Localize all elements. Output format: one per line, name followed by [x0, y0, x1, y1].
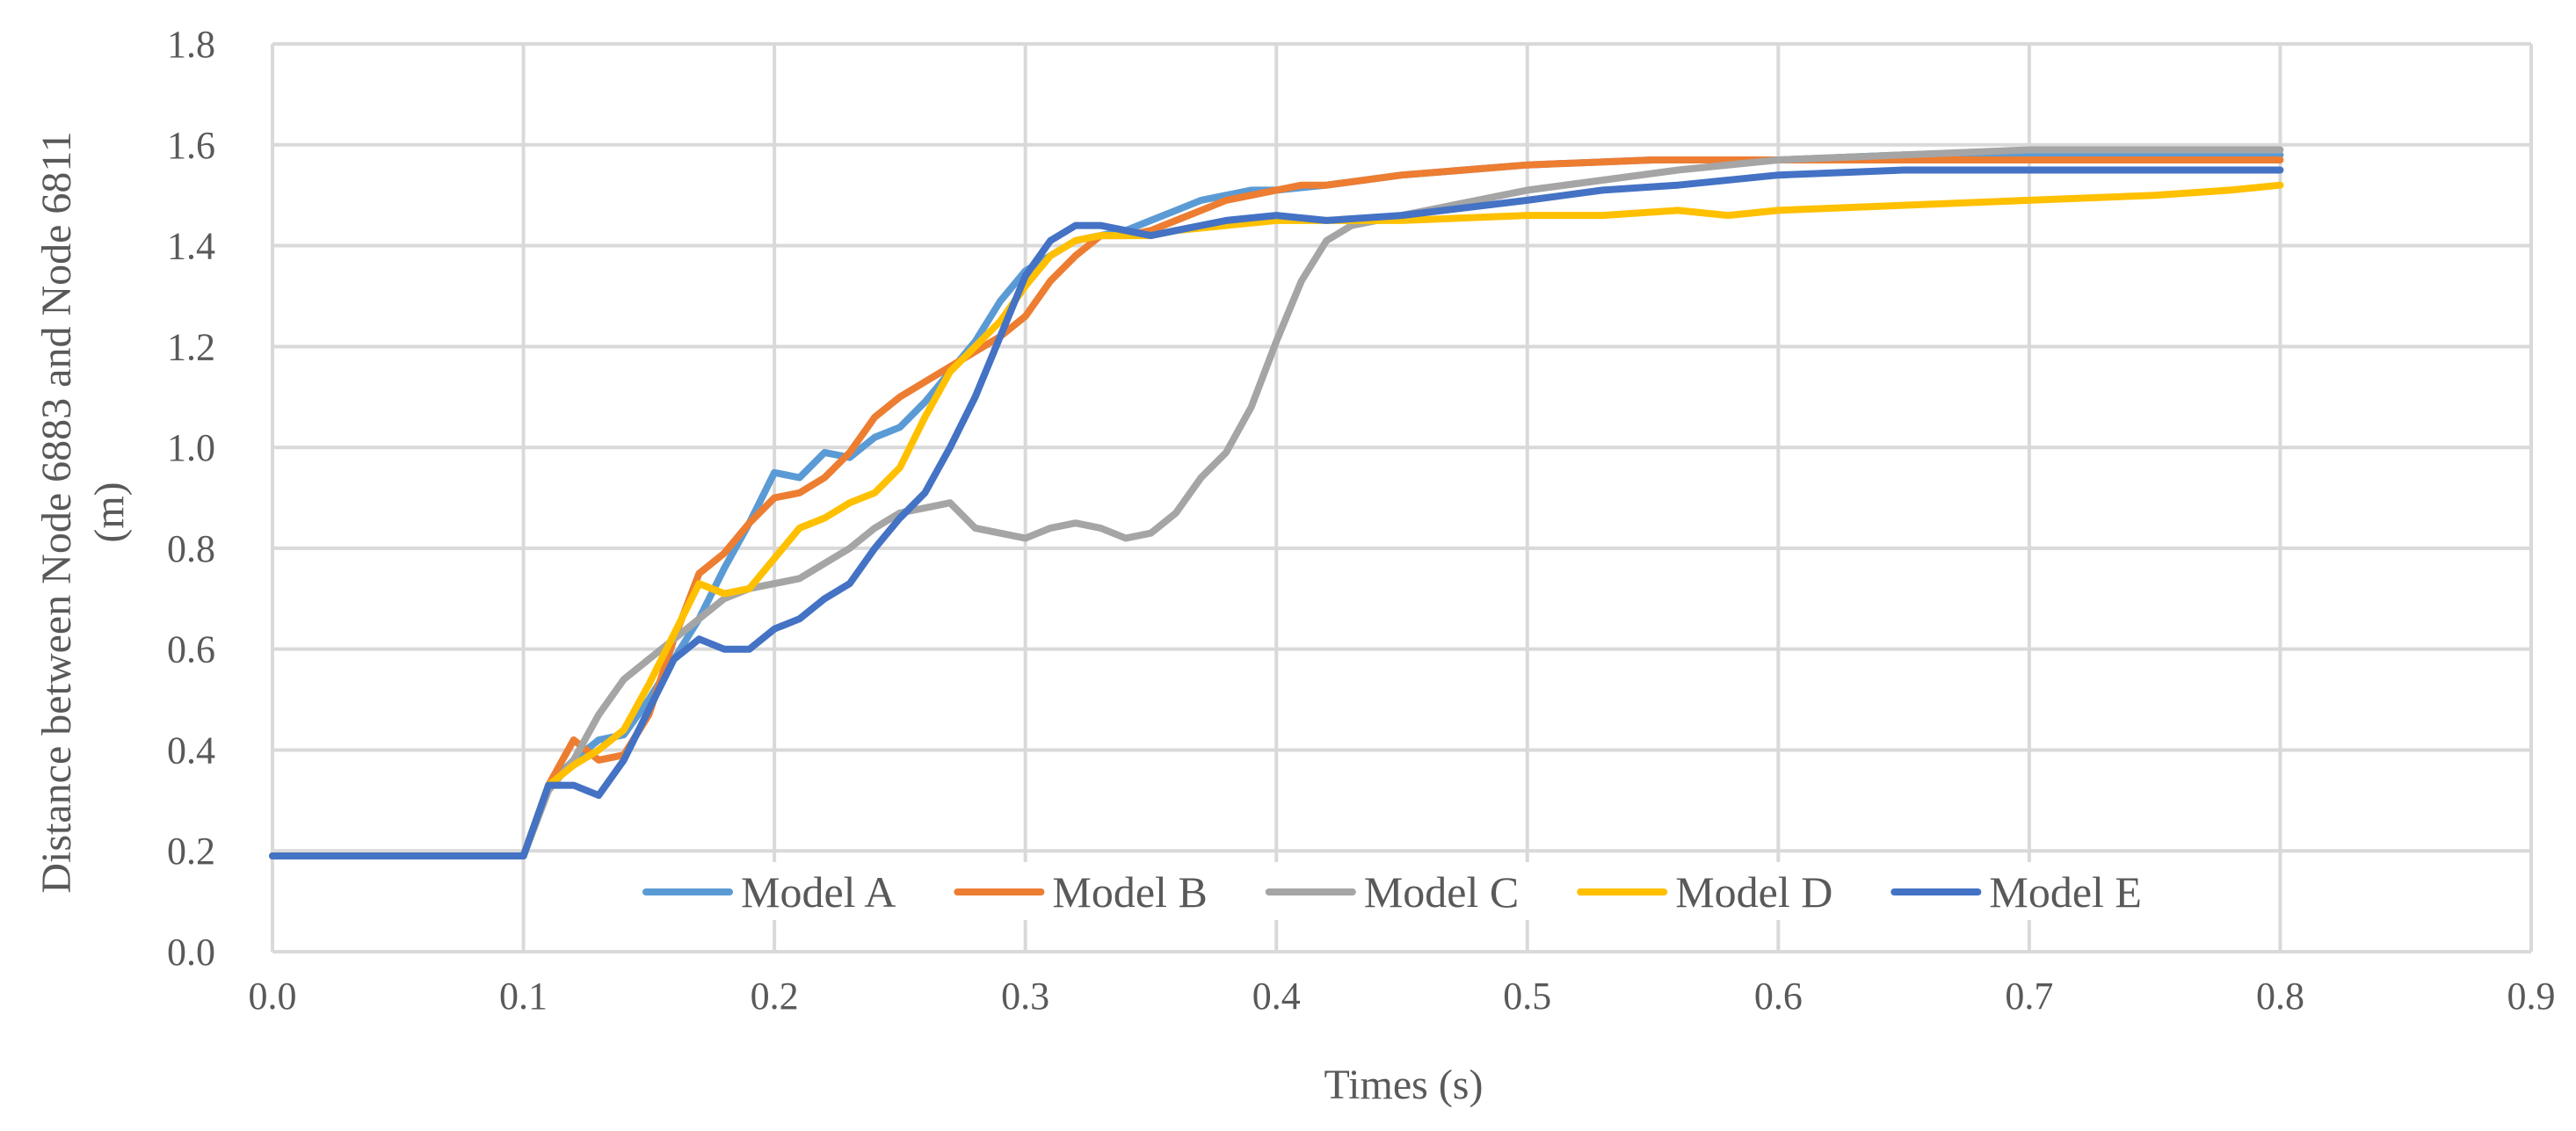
- y-axis-title-line-1: Distance between Node 6883 and Node 6811: [33, 131, 80, 893]
- legend-item-model-e: Model E: [1890, 867, 2142, 917]
- legend-label-model-a: Model A: [741, 867, 896, 917]
- series-lines: [269, 146, 2284, 859]
- x-tick-label: 0.3: [1001, 975, 1049, 1018]
- legend-item-model-a: Model A: [642, 867, 896, 917]
- y-axis-title-line-2: (m): [86, 482, 133, 542]
- x-tick-label: 0.2: [751, 975, 799, 1018]
- legend-item-model-b: Model B: [954, 867, 1208, 917]
- x-tick-label: 0.4: [1252, 975, 1301, 1018]
- y-tick-label: 1.0: [167, 426, 215, 469]
- y-tick-label: 1.4: [167, 225, 215, 268]
- x-tick-label: 0.5: [1503, 975, 1551, 1018]
- y-tick-label: 1.2: [167, 325, 215, 368]
- series-line-model-c: [269, 146, 2284, 859]
- y-tick-label: 1.6: [167, 124, 215, 167]
- x-tick-label: 0.6: [1754, 975, 1803, 1018]
- series-line-model-e: [269, 166, 2284, 859]
- x-tick-label: 0.8: [2256, 975, 2304, 1018]
- x-tick-label: 0.7: [2005, 975, 2053, 1018]
- x-tick-label: 0.1: [499, 975, 548, 1018]
- legend-label-model-d: Model D: [1675, 867, 1832, 917]
- x-tick-label: 0.9: [2507, 975, 2556, 1018]
- y-tick-label: 0.8: [167, 527, 215, 570]
- x-axis-tick-labels: 0.0 0.1 0.2 0.3 0.4 0.5 0.6 0.7 0.8 0.9: [249, 975, 2556, 1018]
- legend-label-model-e: Model E: [1989, 867, 2142, 917]
- y-tick-label: 0.6: [167, 628, 215, 671]
- horizontal-gridlines: [272, 42, 2531, 953]
- y-tick-label: 0.2: [167, 830, 215, 873]
- legend-item-model-c: Model C: [1265, 867, 1519, 917]
- vertical-gridlines: [271, 44, 2533, 952]
- series-line-model-b: [269, 156, 2284, 859]
- legend-label-model-b: Model B: [1052, 867, 1207, 917]
- x-axis-title: Times (s): [1324, 1062, 1484, 1108]
- y-tick-label: 1.8: [167, 23, 215, 66]
- x-tick-label: 0.0: [249, 975, 297, 1018]
- legend-label-model-c: Model C: [1364, 867, 1519, 917]
- y-tick-label: 0.0: [167, 931, 215, 974]
- legend: Model A Model B Model C Model D Model E: [642, 867, 2142, 917]
- legend-item-model-d: Model D: [1577, 867, 1832, 917]
- y-tick-label: 0.4: [167, 729, 215, 772]
- y-axis-tick-labels: 0.0 0.2 0.4 0.6 0.8 1.0 1.2 1.4 1.6 1.8: [167, 23, 215, 974]
- series-line-model-d: [269, 181, 2284, 859]
